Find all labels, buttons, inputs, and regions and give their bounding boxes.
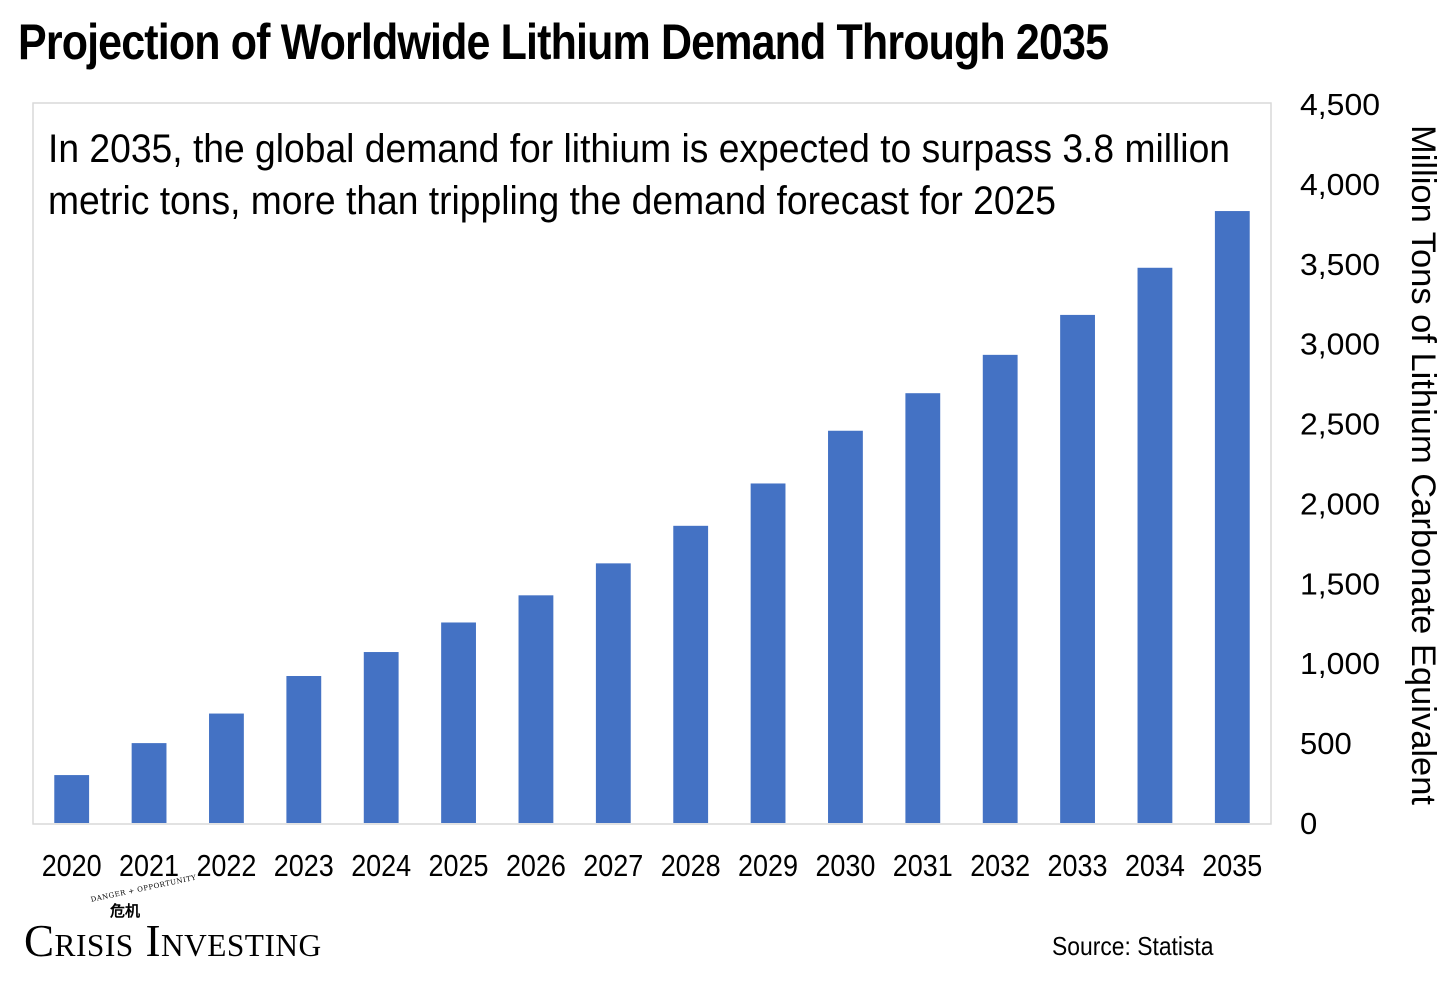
bar-2033 <box>1060 314 1095 823</box>
y-tick-label-0: 0 <box>1300 806 1317 841</box>
source-note: Source: Statista <box>1052 931 1214 961</box>
bar-2029 <box>750 483 786 823</box>
y-tick-label-4500: 4,500 <box>1300 87 1380 122</box>
x-tick-label-2035: 2035 <box>1202 848 1262 883</box>
x-tick-label-2033: 2033 <box>1048 848 1108 883</box>
bar-2021 <box>131 743 167 823</box>
y-tick-label-1500: 1,500 <box>1300 566 1380 601</box>
x-tick-label-2022: 2022 <box>196 848 256 883</box>
bar-2027 <box>595 563 631 823</box>
chart-annotation-line-1: In 2035, the global demand for lithium i… <box>48 127 1230 171</box>
page-title: Projection of Worldwide Lithium Demand T… <box>18 14 1109 70</box>
bar-2031 <box>905 393 941 823</box>
x-tick-label-2026: 2026 <box>506 848 566 883</box>
y-tick-label-4000: 4,000 <box>1300 167 1380 202</box>
x-tick-label-2023: 2023 <box>274 848 334 883</box>
logo-seal: 危机 <box>110 902 141 920</box>
y-tick-label-2000: 2,000 <box>1300 486 1380 521</box>
bar-2022 <box>209 713 244 823</box>
bar-2032 <box>982 354 1018 823</box>
bar-2020 <box>54 775 90 823</box>
y-tick-label-500: 500 <box>1300 726 1352 761</box>
y-tick-label-1000: 1,000 <box>1300 646 1380 681</box>
x-tick-label-2025: 2025 <box>429 848 489 883</box>
crisis-investing-logo: DANGER + OPPORTUNITY 危机 Crisis Investing <box>24 874 384 966</box>
x-tick-label-2031: 2031 <box>893 848 953 883</box>
x-tick-labels: 2020 2021 2022 2023 2024 2025 2026 2027 2028 2029… <box>42 848 1263 883</box>
bar-2030 <box>828 430 863 823</box>
bar-2028 <box>673 525 709 823</box>
x-tick-label-2024: 2024 <box>351 848 411 883</box>
y-axis-label: Million Tons of Lithium Carbonate Equiva… <box>1404 125 1442 806</box>
logo-wordmark: Crisis Investing <box>24 915 322 966</box>
bar-2024 <box>363 652 399 823</box>
x-tick-label-2029: 2029 <box>738 848 798 883</box>
bar-2023 <box>286 676 322 823</box>
y-tick-label-3500: 3,500 <box>1300 247 1380 282</box>
bars-group <box>54 211 1250 824</box>
bar-2034 <box>1137 267 1173 823</box>
x-tick-label-2032: 2032 <box>970 848 1030 883</box>
x-tick-label-2034: 2034 <box>1125 848 1185 883</box>
y-tick-labels: 0 500 1,000 1,500 2,000 2,500 3,000 3,500 4,000 4… <box>1300 87 1380 841</box>
bar-2035 <box>1214 211 1250 824</box>
chart-annotation-line-2: metric tons, more than trippling the dem… <box>48 179 1056 223</box>
bar-2026 <box>518 595 554 823</box>
x-tick-label-2030: 2030 <box>815 848 875 883</box>
x-tick-label-2027: 2027 <box>583 848 643 883</box>
x-tick-label-2028: 2028 <box>661 848 721 883</box>
bar-2025 <box>441 622 476 823</box>
y-tick-label-2500: 2,500 <box>1300 407 1380 442</box>
y-tick-label-3000: 3,000 <box>1300 327 1380 362</box>
x-tick-label-2020: 2020 <box>42 848 102 883</box>
x-tick-label-2021: 2021 <box>119 848 179 883</box>
